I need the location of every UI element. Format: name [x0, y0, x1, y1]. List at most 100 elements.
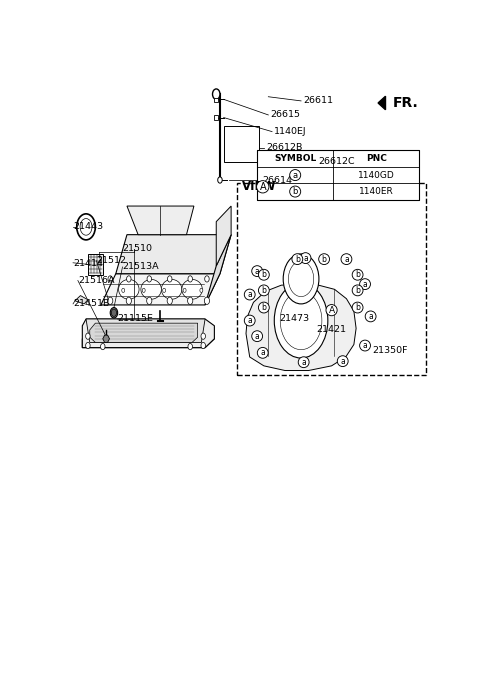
Text: a: a	[260, 348, 265, 358]
Ellipse shape	[161, 279, 182, 299]
Circle shape	[281, 247, 287, 254]
Text: 26614: 26614	[263, 176, 293, 185]
Text: 1140GD: 1140GD	[358, 170, 395, 180]
Text: a: a	[344, 255, 349, 264]
Circle shape	[85, 343, 90, 349]
Polygon shape	[317, 304, 328, 316]
Polygon shape	[205, 235, 231, 305]
Text: 21443: 21443	[73, 222, 103, 231]
Circle shape	[201, 333, 205, 339]
Text: a: a	[293, 170, 298, 180]
Polygon shape	[83, 319, 215, 347]
Circle shape	[147, 276, 152, 282]
Text: b: b	[262, 286, 266, 295]
Text: a: a	[368, 312, 373, 321]
Text: 21414: 21414	[73, 259, 103, 268]
Circle shape	[288, 310, 301, 329]
Text: 21512: 21512	[96, 256, 126, 265]
Text: a: a	[255, 266, 260, 276]
Text: 1140EJ: 1140EJ	[274, 127, 307, 136]
Polygon shape	[88, 254, 103, 274]
Circle shape	[274, 283, 328, 358]
Text: a: a	[301, 358, 306, 366]
Circle shape	[286, 324, 291, 331]
Text: 21513A: 21513A	[122, 262, 159, 272]
Circle shape	[111, 309, 117, 316]
Text: 26612B: 26612B	[266, 143, 303, 152]
Circle shape	[188, 297, 193, 304]
Ellipse shape	[141, 279, 161, 299]
Text: a: a	[255, 332, 260, 341]
Text: 21350F: 21350F	[372, 345, 408, 355]
Text: 21115E: 21115E	[118, 314, 154, 324]
Circle shape	[276, 253, 321, 315]
Circle shape	[147, 297, 152, 304]
Polygon shape	[103, 335, 109, 343]
Circle shape	[280, 291, 322, 349]
Circle shape	[163, 288, 166, 293]
Text: 26611: 26611	[304, 97, 334, 105]
Circle shape	[100, 343, 105, 349]
Text: a: a	[247, 290, 252, 299]
Circle shape	[256, 297, 261, 304]
Text: 21451B: 21451B	[73, 299, 109, 308]
Circle shape	[183, 288, 186, 293]
Circle shape	[288, 318, 298, 333]
Polygon shape	[101, 274, 220, 305]
Bar	[215, 98, 218, 102]
Circle shape	[336, 296, 341, 304]
Text: 26615: 26615	[270, 110, 300, 120]
Text: a: a	[363, 341, 367, 350]
Circle shape	[314, 251, 327, 270]
Text: 21516A: 21516A	[78, 276, 114, 285]
Circle shape	[264, 317, 269, 324]
Ellipse shape	[119, 279, 139, 299]
Circle shape	[142, 288, 145, 293]
Circle shape	[188, 276, 192, 282]
Polygon shape	[116, 235, 231, 274]
Text: A: A	[328, 306, 335, 314]
Circle shape	[108, 276, 112, 282]
Bar	[224, 126, 259, 162]
Circle shape	[200, 288, 203, 293]
Polygon shape	[90, 323, 198, 343]
Ellipse shape	[182, 279, 202, 299]
Circle shape	[213, 89, 220, 99]
Text: a: a	[363, 280, 367, 289]
Circle shape	[188, 343, 192, 349]
Text: a: a	[247, 316, 252, 325]
Text: VIEW: VIEW	[241, 180, 276, 193]
Circle shape	[331, 312, 336, 319]
Text: 21473: 21473	[279, 314, 310, 324]
Circle shape	[284, 304, 305, 333]
Text: SYMBOL: SYMBOL	[274, 154, 316, 163]
Text: b: b	[292, 187, 298, 196]
Circle shape	[218, 177, 222, 183]
Circle shape	[77, 214, 96, 240]
Circle shape	[280, 259, 316, 309]
Text: A: A	[259, 182, 266, 192]
Polygon shape	[75, 295, 88, 304]
Circle shape	[108, 297, 113, 304]
Circle shape	[263, 258, 268, 265]
Circle shape	[168, 276, 172, 282]
Circle shape	[85, 333, 90, 339]
Text: b: b	[322, 255, 326, 264]
Bar	[257, 150, 419, 200]
Text: b: b	[355, 286, 360, 295]
Circle shape	[167, 297, 172, 304]
Text: 1140ER: 1140ER	[359, 187, 394, 196]
Polygon shape	[83, 339, 215, 347]
Circle shape	[204, 297, 210, 304]
Circle shape	[255, 275, 261, 283]
Circle shape	[126, 297, 132, 304]
Circle shape	[288, 261, 314, 297]
Text: 21421: 21421	[317, 325, 347, 334]
Text: b: b	[295, 255, 300, 264]
Bar	[214, 115, 218, 120]
Text: 26612C: 26612C	[319, 158, 355, 166]
Circle shape	[304, 246, 309, 254]
Polygon shape	[246, 284, 356, 370]
Circle shape	[311, 323, 315, 331]
Text: 21510: 21510	[122, 244, 153, 254]
